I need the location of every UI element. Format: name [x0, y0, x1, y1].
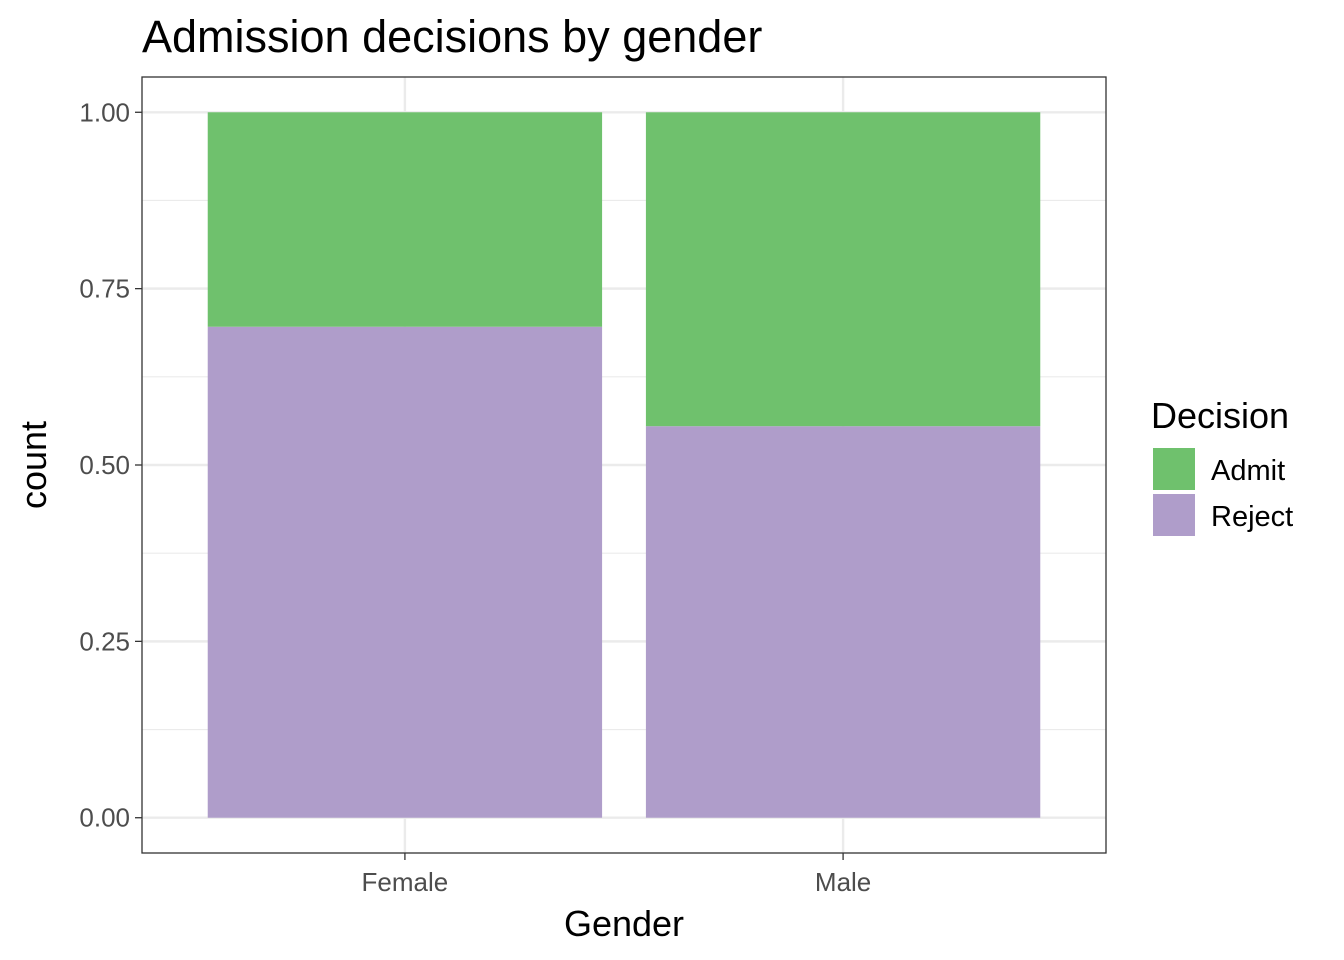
- legend-key-admit: [1153, 448, 1195, 490]
- x-tick-label: Male: [815, 867, 871, 897]
- x-tick-label: Female: [362, 867, 449, 897]
- y-axis-title: count: [13, 421, 54, 509]
- y-tick-label: 0.00: [79, 803, 130, 833]
- bars: [207, 112, 1041, 818]
- legend-title: Decision: [1151, 395, 1289, 436]
- legend: Decision Admit Reject: [1151, 395, 1293, 536]
- y-tick-label: 0.75: [79, 274, 130, 304]
- legend-label-admit: Admit: [1211, 455, 1285, 487]
- y-tick-label: 0.50: [79, 450, 130, 480]
- bar-admit-male: [645, 112, 1041, 427]
- chart-title: Admission decisions by gender: [142, 11, 762, 62]
- bar-reject-female: [207, 326, 603, 818]
- x-axis: Female Male: [362, 853, 871, 897]
- legend-key-reject: [1153, 494, 1195, 536]
- y-tick-label: 0.25: [79, 626, 130, 656]
- y-tick-label: 1.00: [79, 97, 130, 127]
- y-axis: 0.00 0.25 0.50 0.75 1.00: [79, 97, 142, 833]
- legend-label-reject: Reject: [1211, 501, 1293, 533]
- x-axis-title: Gender: [564, 903, 684, 944]
- bar-reject-male: [645, 426, 1041, 818]
- bar-admit-female: [207, 112, 603, 327]
